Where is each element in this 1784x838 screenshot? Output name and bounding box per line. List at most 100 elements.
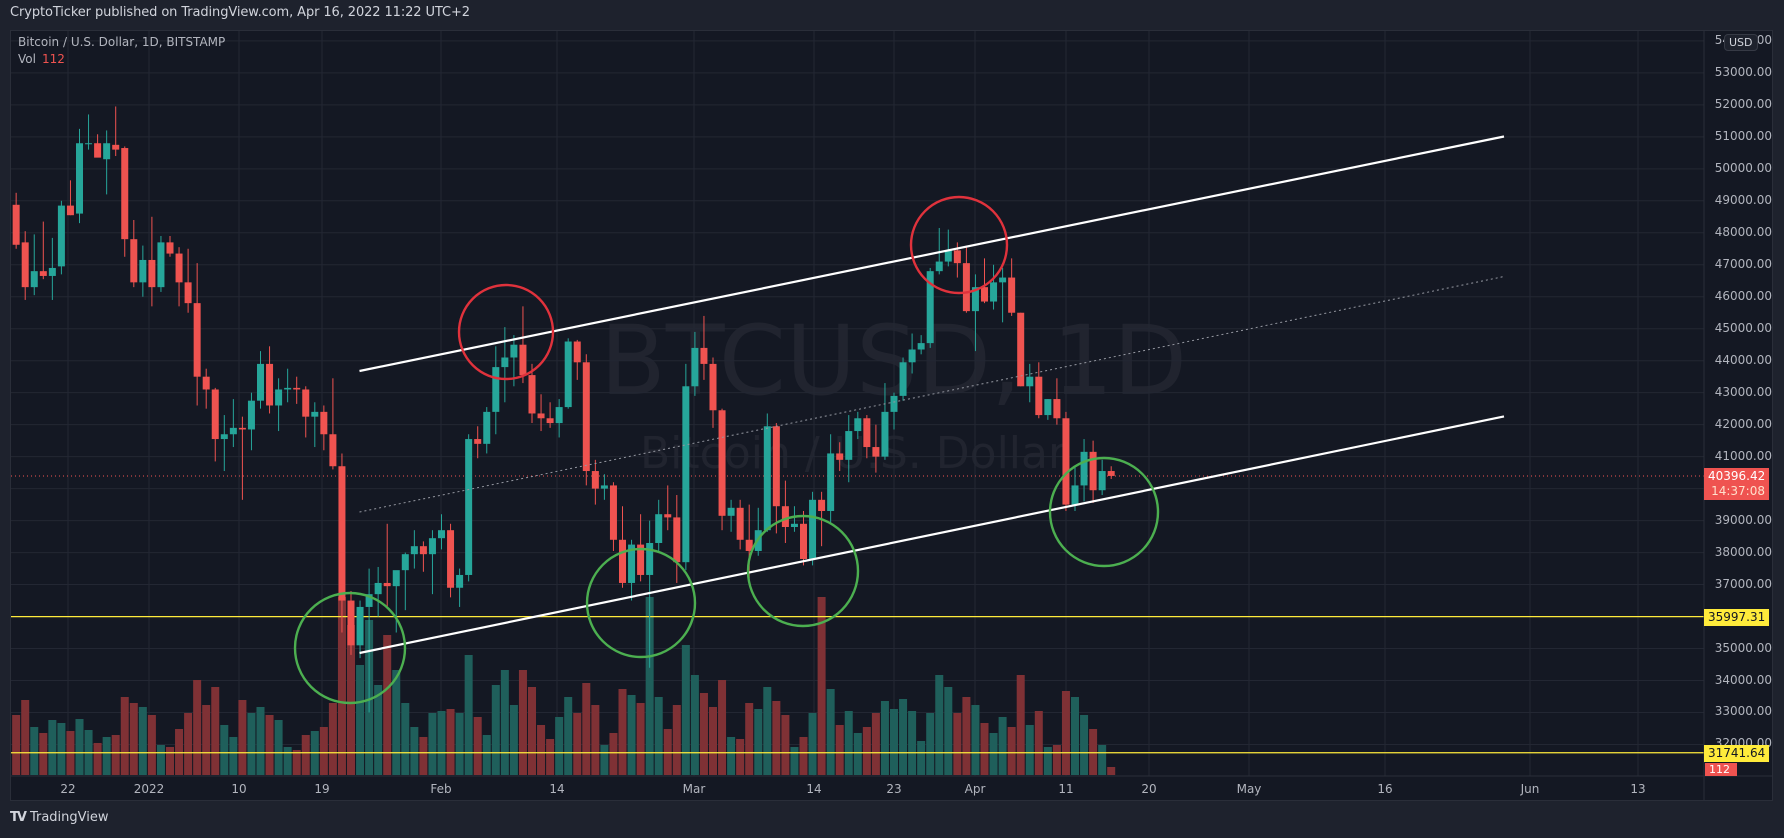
volume-bar (944, 687, 953, 775)
volume-tag: 112 (1705, 763, 1737, 776)
volume-bar (120, 697, 129, 775)
time-axis-label: 10 (231, 782, 247, 796)
volume-bar (21, 700, 30, 775)
candle-body (845, 431, 853, 460)
vol-label: Vol (18, 52, 36, 66)
candle-body (293, 387, 301, 390)
volume-bar (555, 717, 564, 775)
candle-body (908, 349, 916, 363)
volume-bar (709, 707, 717, 775)
candle-body (184, 282, 192, 304)
candle-body (229, 427, 237, 435)
candle-body (809, 499, 817, 559)
candle-body (238, 427, 246, 430)
candle-body (419, 546, 427, 555)
candle-body (202, 376, 210, 390)
candle-body (1080, 451, 1088, 486)
price-axis-label: 37000.00 (1714, 576, 1772, 591)
volume-bar (1043, 747, 1052, 775)
volume-bar (582, 683, 591, 775)
price-axis-label: 50000.00 (1714, 160, 1772, 175)
currency-badge[interactable]: USD (1724, 34, 1758, 51)
price-axis-label: 48000.00 (1714, 224, 1772, 239)
candle-body (637, 544, 645, 575)
candle-body (763, 426, 771, 531)
volume-bar (229, 737, 238, 775)
time-axis-label: 22 (60, 782, 76, 796)
candle-body (383, 582, 391, 587)
volume-bar (844, 711, 853, 775)
candle-body (827, 453, 835, 512)
volume-bar (1107, 767, 1116, 775)
price-axis-label: 41000.00 (1714, 448, 1772, 463)
candle-body (356, 606, 364, 646)
volume-bar (817, 597, 826, 775)
volume-bar (962, 697, 971, 775)
volume-bar (256, 707, 265, 775)
candle-body (745, 539, 753, 551)
candle-body (1044, 399, 1052, 416)
volume-bar (1052, 745, 1061, 775)
candle-body (655, 514, 663, 543)
volume-bar (500, 670, 509, 775)
candle-body (483, 411, 491, 444)
volume-bar (1098, 745, 1107, 775)
time-axis-label: Feb (430, 782, 452, 796)
volume-bar (681, 645, 690, 775)
candle-body (447, 530, 455, 588)
volume-bar (926, 713, 935, 775)
symbol-title[interactable]: Bitcoin / U.S. Dollar, 1D, BITSTAMP (18, 35, 226, 49)
candle-body (465, 439, 473, 575)
candle-body (365, 594, 373, 607)
volume-bar (645, 597, 654, 775)
bar-countdown: 14:37:08 (1711, 484, 1765, 498)
candle-body (981, 287, 988, 302)
volume-bar (699, 693, 708, 775)
candle-body (609, 485, 617, 540)
time-axis-label: Apr (964, 782, 986, 796)
price-axis-label: 44000.00 (1714, 352, 1772, 367)
candle-body (112, 144, 120, 150)
volume-bar (528, 687, 536, 775)
volume-bar (48, 720, 57, 775)
price-axis-label: 33000.00 (1714, 704, 1772, 719)
volume-bar (509, 705, 518, 775)
candle-body (1017, 312, 1025, 387)
volume-bar (1071, 697, 1079, 775)
candle-body (510, 344, 518, 358)
volume-legend[interactable]: Vol 112 (18, 51, 225, 68)
last-price-value: 40396.42 (1708, 469, 1766, 483)
volume-bar (971, 705, 980, 775)
candle-body (94, 143, 102, 158)
resistance-touch-circle (909, 195, 1009, 295)
volume-bar (247, 713, 256, 775)
price-axis-label: 45000.00 (1714, 320, 1772, 335)
candle-body (1053, 399, 1061, 419)
time-axis-label: Mar (682, 782, 706, 796)
volume-bar (129, 703, 138, 775)
candle-body (501, 357, 509, 368)
candle-body (1098, 471, 1106, 491)
volume-bar (781, 715, 790, 775)
volume-bar (238, 700, 247, 775)
publish-info: CryptoTicker published on TradingView.co… (10, 5, 470, 20)
price-axis-label: 52000.00 (1714, 96, 1772, 111)
volume-bar (871, 713, 880, 775)
volume-bar (1016, 675, 1025, 775)
volume-bar (184, 713, 193, 775)
candle-body (953, 250, 961, 264)
price-axis-label: 47000.00 (1714, 256, 1772, 271)
candle-body (863, 418, 871, 448)
volume-bar (111, 735, 120, 775)
candle-body (311, 411, 319, 417)
candle-body (962, 263, 970, 312)
price-axis-label: 42000.00 (1714, 416, 1772, 431)
candle-body (85, 143, 93, 145)
time-axis-label: 20 (1141, 782, 1157, 796)
volume-bar (401, 703, 410, 775)
candle-body (401, 554, 409, 571)
volume-bar (998, 717, 1007, 775)
candle-body (555, 407, 563, 424)
candle-body (266, 363, 274, 406)
